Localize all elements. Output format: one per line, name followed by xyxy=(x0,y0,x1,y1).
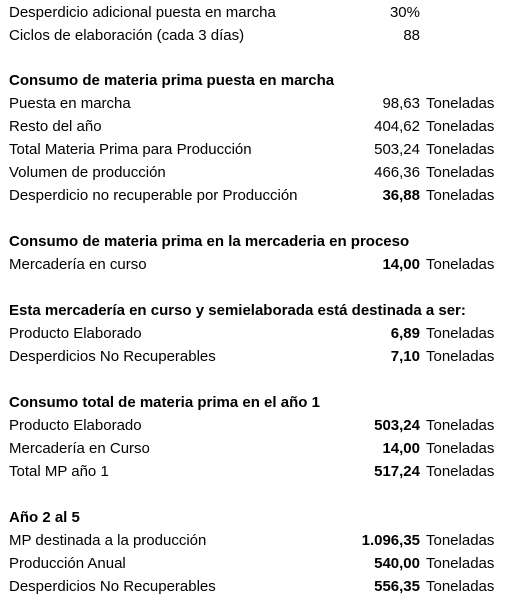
row-label: Desperdicios No Recuperables xyxy=(9,348,216,365)
row-value: 517,24 xyxy=(374,463,420,480)
row-value: 540,00 xyxy=(374,555,420,572)
row-label: Producción Anual xyxy=(9,555,126,572)
section-heading: Año 2 al 5 xyxy=(0,506,509,529)
row-value: 36,88 xyxy=(382,187,420,204)
row-unit: Toneladas xyxy=(426,555,495,572)
table-row: Mercadería en curso 14,00 Toneladas xyxy=(0,253,509,276)
table-row: Resto del año 404,62 Toneladas xyxy=(0,115,509,138)
row-label: MP destinada a la producción xyxy=(9,532,207,549)
table-row: Producto Elaborado 503,24 Toneladas xyxy=(0,414,509,437)
row-label: Desperdicios No Recuperables xyxy=(9,578,216,595)
row-unit: Toneladas xyxy=(426,578,495,595)
row-unit: Toneladas xyxy=(426,440,495,457)
section-heading: Esta mercadería en curso y semielaborada… xyxy=(0,299,509,322)
row-label: Puesta en marcha xyxy=(9,95,131,112)
section-title: Consumo de materia prima en la mercaderi… xyxy=(9,233,410,250)
row-label: Volumen de producción xyxy=(9,164,166,181)
row-value: 466,36 xyxy=(374,164,420,181)
row-value: 6,89 xyxy=(390,325,420,342)
section-title: Esta mercadería en curso y semielaborada… xyxy=(9,302,466,319)
row-value: 1.096,35 xyxy=(361,532,420,549)
row-value: 404,62 xyxy=(374,118,420,135)
row-label: Resto del año xyxy=(9,118,102,135)
row-label: Mercadería en Curso xyxy=(9,440,150,457)
section-heading: Consumo de materia prima puesta en march… xyxy=(0,69,509,92)
row-value: 30% xyxy=(389,4,420,21)
row-unit: Toneladas xyxy=(426,187,495,204)
section-title: Consumo total de materia prima en el año… xyxy=(9,394,320,411)
section-heading: Consumo de materia prima en la mercaderi… xyxy=(0,230,509,253)
section-title: Año 2 al 5 xyxy=(9,509,80,526)
row-value: 88 xyxy=(403,27,420,44)
row-value: 98,63 xyxy=(382,95,420,112)
table-row: Mercadería en Curso 14,00 Toneladas xyxy=(0,437,509,460)
row-ciclos: Ciclos de elaboración (cada 3 días) 88 xyxy=(0,24,509,47)
row-unit: Toneladas xyxy=(426,164,495,181)
table-row: Puesta en marcha 98,63 Toneladas xyxy=(0,92,509,115)
row-unit: Toneladas xyxy=(426,325,495,342)
row-value: 7,10 xyxy=(390,348,420,365)
row-label: Producto Elaborado xyxy=(9,325,142,342)
row-value: 503,24 xyxy=(374,141,420,158)
table-row: MP destinada a la producción 1.096,35 To… xyxy=(0,529,509,552)
table-row: Producción Anual 540,00 Toneladas xyxy=(0,552,509,575)
row-unit: Toneladas xyxy=(426,532,495,549)
row-value: 14,00 xyxy=(382,256,420,273)
table-row: Total Materia Prima para Producción 503,… xyxy=(0,138,509,161)
row-label: Mercadería en curso xyxy=(9,256,147,273)
row-desperdicio-adicional: Desperdicio adicional puesta en marcha 3… xyxy=(0,1,509,24)
row-value: 503,24 xyxy=(374,417,420,434)
row-label: Desperdicio no recuperable por Producció… xyxy=(9,187,298,204)
row-unit: Toneladas xyxy=(426,95,495,112)
table-row: Desperdicios No Recuperables 7,10 Tonela… xyxy=(0,345,509,368)
section-heading: Consumo total de materia prima en el año… xyxy=(0,391,509,414)
row-unit: Toneladas xyxy=(426,463,495,480)
row-unit: Toneladas xyxy=(426,141,495,158)
row-label: Desperdicio adicional puesta en marcha xyxy=(9,4,276,21)
table-row: Desperdicios No Recuperables 556,35 Tone… xyxy=(0,575,509,598)
table-row: Desperdicio no recuperable por Producció… xyxy=(0,184,509,207)
section-title: Consumo de materia prima puesta en march… xyxy=(9,72,335,89)
row-unit: Toneladas xyxy=(426,118,495,135)
row-value: 556,35 xyxy=(374,578,420,595)
row-label: Ciclos de elaboración (cada 3 días) xyxy=(9,27,245,44)
row-label: Total Materia Prima para Producción xyxy=(9,141,252,158)
row-value: 14,00 xyxy=(382,440,420,457)
row-label: Producto Elaborado xyxy=(9,417,142,434)
row-unit: Toneladas xyxy=(426,348,495,365)
row-label: Total MP año 1 xyxy=(9,463,109,480)
table-row: Total MP año 1 517,24 Toneladas xyxy=(0,460,509,483)
row-unit: Toneladas xyxy=(426,256,495,273)
row-unit: Toneladas xyxy=(426,417,495,434)
table-row: Producto Elaborado 6,89 Toneladas xyxy=(0,322,509,345)
table-row: Volumen de producción 466,36 Toneladas xyxy=(0,161,509,184)
